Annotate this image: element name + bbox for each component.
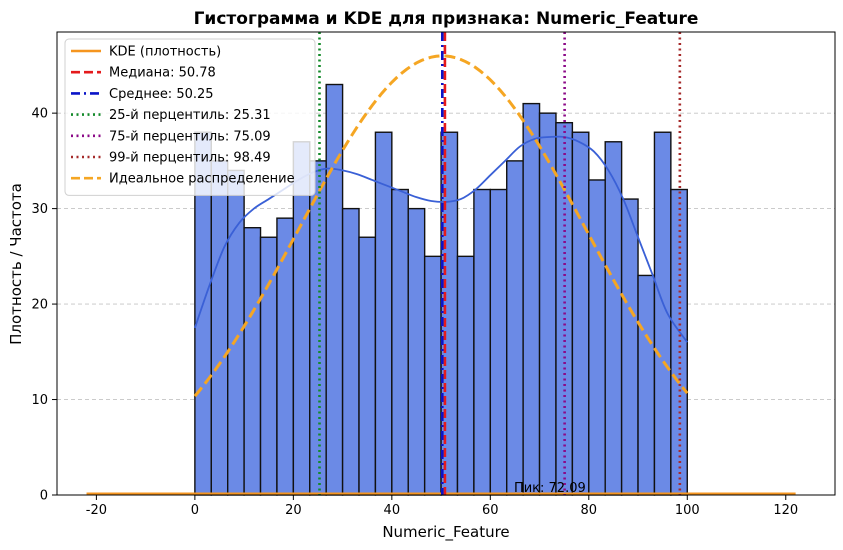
histogram-bar bbox=[473, 188, 492, 496]
histogram-bar bbox=[588, 179, 606, 496]
histogram-bar bbox=[341, 207, 360, 496]
chart-title: Гистограмма и KDE для признака: Numeric_… bbox=[194, 9, 699, 29]
y-tick-label: 10 bbox=[31, 393, 48, 408]
legend-box bbox=[64, 38, 316, 196]
peak-annotation: Пик: 72.09 bbox=[514, 481, 586, 496]
axis-ticks: -20 0 20 40 60 80 100 120 0 10 20 30 40 bbox=[31, 107, 798, 518]
histogram-bar bbox=[620, 198, 639, 496]
histogram-bar bbox=[391, 188, 409, 496]
legend-label: Среднее: 50.25 bbox=[109, 87, 214, 102]
legend: KDE (плотность) Медиана: 50.78 Среднее: 50… bbox=[64, 38, 316, 196]
histogram-bar bbox=[489, 188, 508, 496]
x-tick-label: 60 bbox=[482, 503, 499, 518]
legend-label: 75-й перцентиль: 75.09 bbox=[109, 129, 271, 144]
x-tick-label: 100 bbox=[675, 503, 700, 518]
y-tick-label: 20 bbox=[31, 298, 48, 313]
y-axis-label: Плотность / Частота bbox=[7, 183, 25, 345]
x-axis-label: Numeric_Feature bbox=[382, 523, 509, 542]
histogram-bar bbox=[407, 207, 426, 496]
histogram-bar bbox=[243, 227, 262, 496]
legend-label: 99-й перцентиль: 98.49 bbox=[109, 151, 271, 166]
histogram-bar bbox=[325, 83, 344, 496]
histogram-bar bbox=[276, 217, 295, 496]
x-tick-label: 20 bbox=[285, 503, 302, 518]
histogram-bar bbox=[423, 255, 442, 496]
histogram-bar bbox=[358, 236, 377, 496]
y-tick-label: 30 bbox=[31, 202, 48, 217]
histogram-bar bbox=[506, 160, 524, 496]
plot-frame bbox=[56, 31, 836, 496]
y-tick-label: 0 bbox=[40, 489, 48, 504]
x-tick-label: 40 bbox=[384, 503, 401, 518]
histogram-bar bbox=[571, 131, 590, 496]
legend-label: KDE (плотность) bbox=[109, 45, 221, 60]
histogram-bar bbox=[604, 141, 623, 496]
chart-lines bbox=[86, 32, 796, 495]
x-tick-label: -20 bbox=[86, 503, 107, 518]
histogram-bar bbox=[670, 188, 688, 496]
histogram-bar bbox=[309, 160, 327, 496]
legend-label: Медиана: 50.78 bbox=[109, 66, 216, 81]
x-tick-label: 0 bbox=[191, 503, 199, 518]
ideal-distribution-curve bbox=[193, 54, 689, 398]
histogram-bar bbox=[210, 160, 229, 496]
legend-label: 25-й перцентиль: 25.31 bbox=[109, 108, 271, 123]
histogram-bar bbox=[522, 102, 541, 496]
legend-label: Идеальное распределение bbox=[109, 172, 295, 187]
x-tick-label: 80 bbox=[581, 503, 598, 518]
histogram-bar bbox=[456, 255, 475, 496]
histogram-bar bbox=[637, 274, 656, 496]
x-tick-label: 120 bbox=[773, 503, 798, 518]
y-tick-label: 40 bbox=[31, 107, 48, 122]
